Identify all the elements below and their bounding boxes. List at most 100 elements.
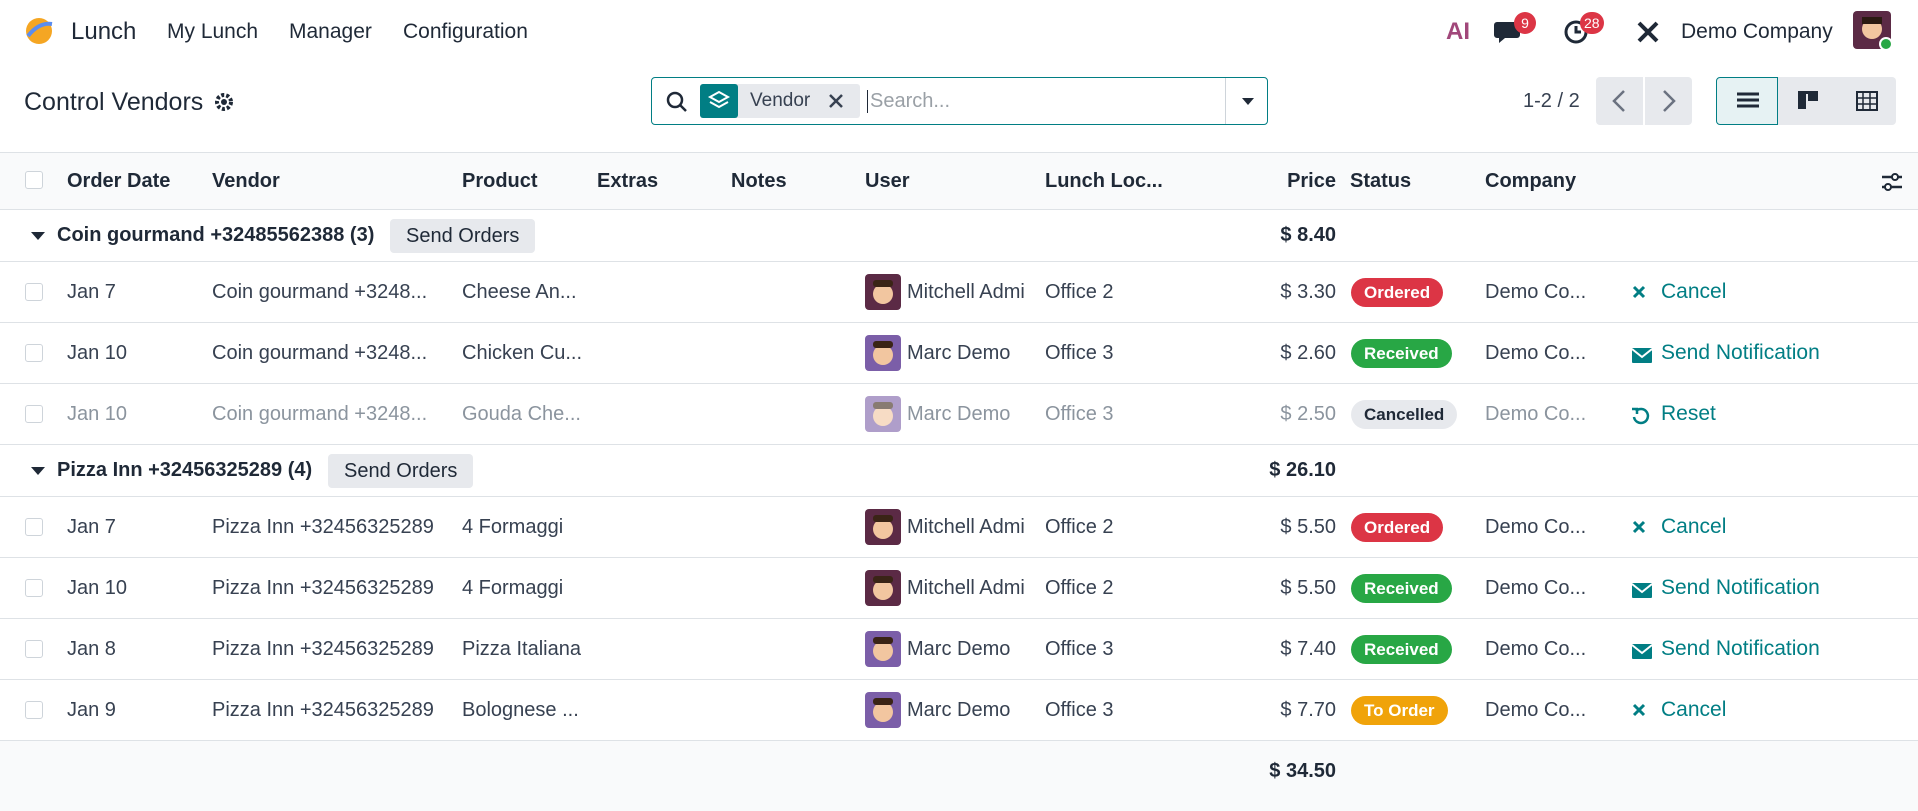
price: $ 2.60 [1280,342,1336,364]
status-badge: Cancelled [1351,400,1458,429]
group-row[interactable]: Coin gourmand +32485562388 (3) Send Order… [0,210,1918,262]
app-name[interactable]: Lunch [71,18,137,45]
user-avatar [865,692,901,728]
column-header[interactable]: Lunch Loc... [1045,170,1163,192]
company: Demo Co... [1485,638,1587,660]
view-list[interactable] [1716,77,1778,125]
menu-item[interactable]: Configuration [403,20,528,43]
lunch-location: Office 2 [1045,281,1114,303]
data-row[interactable]: Jan 8 Pizza Inn +32456325289 Pizza Italian… [0,619,1918,680]
column-header[interactable]: Price [1287,170,1336,192]
column-header[interactable]: Product [462,170,538,192]
action-button[interactable]: Send Notification [1661,341,1820,364]
row-checkbox[interactable] [25,579,43,597]
product: 4 Formaggi [462,577,564,599]
facet-remove[interactable] [828,93,844,109]
status-badge: Ordered [1351,513,1444,542]
row-checkbox[interactable] [25,344,43,362]
order-date: Jan 7 [67,281,116,303]
data-row[interactable]: Jan 10 Coin gourmand +3248... Chicken Cu..… [0,323,1918,384]
table-header: Order Date Vendor Product Extras Notes User Lu… [0,152,1918,210]
search-input[interactable]: Search... [867,90,950,113]
lunch-location: Office 2 [1045,577,1114,599]
user-name: Marc Demo [907,699,1011,721]
action-icon [1631,284,1653,310]
row-checkbox[interactable] [25,640,43,658]
vendor: Pizza Inn +32456325289 [212,577,434,599]
product: Bolognese ... [462,699,579,721]
menu-item[interactable]: Manager [289,20,372,43]
data-row[interactable]: Jan 9 Pizza Inn +32456325289 Bolognese ...… [0,680,1918,741]
group-caret [31,232,45,240]
table-footer: $ 34.50 [0,741,1918,811]
column-header[interactable]: Company [1485,170,1577,192]
optional-columns[interactable] [1880,171,1904,193]
navbar: Lunch My Lunch Manager Configuration AI … [0,0,1918,62]
pager-next[interactable] [1645,77,1692,125]
column-header[interactable]: Vendor [212,170,280,192]
company-switcher[interactable]: Demo Company [1681,20,1833,43]
order-date: Jan 7 [67,516,116,538]
search-dropdown[interactable] [1240,96,1256,108]
column-header[interactable]: Order Date [67,170,171,192]
action-icon [1631,519,1653,545]
row-checkbox[interactable] [25,518,43,536]
data-row[interactable]: Jan 10 Pizza Inn +32456325289 4 Formaggi Mi… [0,558,1918,619]
user-name: Mitchell Admi [907,516,1025,538]
status-badge: Received [1351,635,1452,664]
action-icon [1631,702,1653,728]
price: $ 2.50 [1280,403,1336,425]
view-kanban[interactable] [1778,77,1838,125]
column-header[interactable]: Notes [731,170,787,192]
action-button[interactable]: Cancel [1661,280,1727,303]
action-button[interactable]: Cancel [1661,515,1727,538]
select-all-checkbox[interactable] [25,171,43,189]
search-bar[interactable]: Vendor Search... [651,77,1268,125]
column-header[interactable]: User [865,170,910,192]
lunch-location: Office 2 [1045,516,1114,538]
send-orders-button[interactable]: Send Orders [390,219,536,253]
user-avatar [865,631,901,667]
column-header[interactable]: Status [1350,170,1412,192]
data-row[interactable]: Jan 7 Coin gourmand +3248... Cheese An... M… [0,262,1918,323]
action-button[interactable]: Send Notification [1661,576,1820,599]
action-button[interactable]: Reset [1661,402,1716,425]
company: Demo Co... [1485,577,1587,599]
ai-button[interactable]: AI [1446,18,1470,45]
vendor: Pizza Inn +32456325289 [212,516,434,538]
status-badge: Received [1351,339,1452,368]
messages-icon[interactable] [1494,18,1524,46]
order-date: Jan 8 [67,638,116,660]
send-orders-button[interactable]: Send Orders [328,454,474,488]
search-icon [666,91,687,112]
data-row[interactable]: Jan 7 Pizza Inn +32456325289 4 Formaggi Mit… [0,497,1918,558]
action-button[interactable]: Send Notification [1661,637,1820,660]
search-divider [1225,78,1226,124]
column-header[interactable]: Extras [597,170,659,192]
order-date: Jan 10 [67,577,128,599]
user-avatar [865,335,901,371]
row-checkbox[interactable] [25,405,43,423]
action-icon [1631,580,1653,606]
debug-icon[interactable] [1636,20,1660,44]
user-name: Marc Demo [907,638,1011,660]
pager-prev[interactable] [1596,77,1643,125]
facet-icon [700,84,738,118]
product: Pizza Italiana [462,638,581,660]
user-avatar[interactable] [1853,11,1893,51]
data-row[interactable]: Jan 10 Coin gourmand +3248... Gouda Che...… [0,384,1918,445]
action-icon [1631,406,1653,432]
settings-gear[interactable] [214,92,234,112]
action-button[interactable]: Cancel [1661,698,1727,721]
group-caret [31,467,45,475]
view-pivot[interactable] [1838,77,1896,125]
company: Demo Co... [1485,342,1587,364]
menu-item[interactable]: My Lunch [167,20,259,43]
group-total: $ 8.40 [1280,224,1336,246]
group-row[interactable]: Pizza Inn +32456325289 (4) Send Orders $ 2… [0,445,1918,497]
row-checkbox[interactable] [25,701,43,719]
grand-total: $ 34.50 [1269,760,1336,782]
row-checkbox[interactable] [25,283,43,301]
